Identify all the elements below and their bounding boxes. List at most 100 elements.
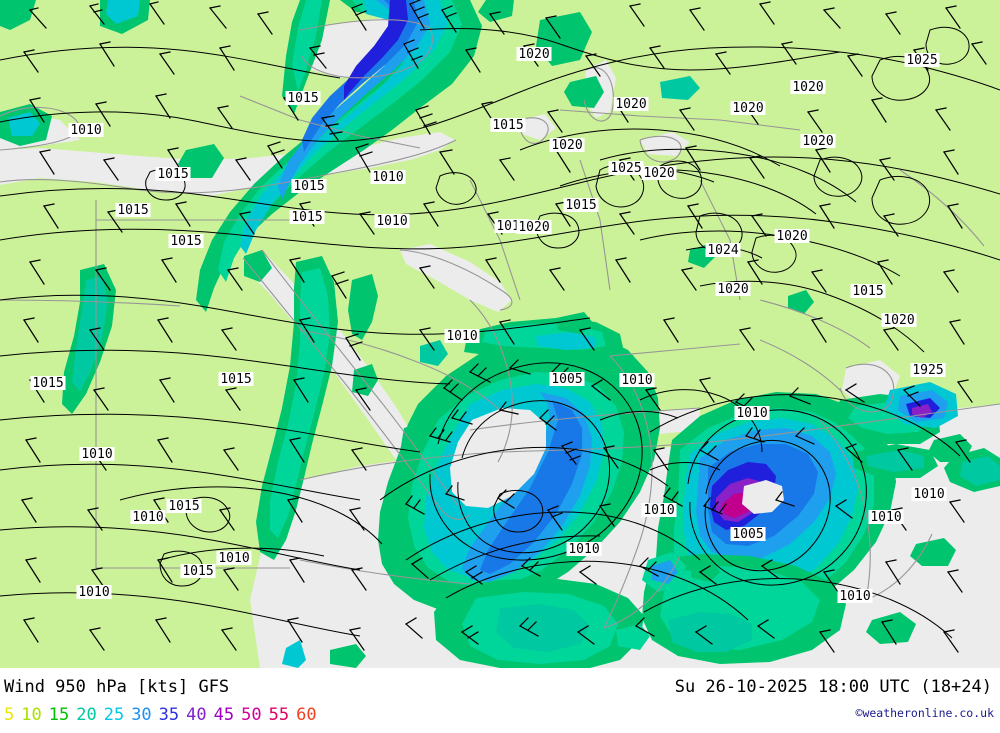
isobar-label: 1010 [868, 510, 904, 525]
svg-text:1015: 1015 [170, 234, 201, 249]
svg-text:1020: 1020 [518, 220, 549, 235]
isobar-label: 1020 [790, 80, 826, 95]
isobar-label: 1015 [155, 167, 191, 182]
isobar-label: 1010 [79, 447, 115, 462]
isobar-label: 1020 [715, 282, 751, 297]
isobar-label: 1010 [68, 123, 104, 138]
legend-stop-10: 10 [21, 705, 42, 725]
svg-text:1010: 1010 [736, 406, 767, 421]
isobar-label: 1010 [837, 589, 873, 604]
svg-text:1010: 1010 [643, 503, 674, 518]
isobar-label: 1010 [374, 214, 410, 229]
legend-stop-5: 5 [4, 705, 15, 725]
svg-text:1020: 1020 [643, 166, 674, 181]
isobar-label: 1015 [30, 376, 66, 391]
svg-text:1010: 1010 [621, 373, 652, 388]
isobar-label: 1015 [285, 91, 321, 106]
isobar-label: 1020 [881, 313, 917, 328]
svg-text:1005: 1005 [732, 527, 763, 542]
isobar-label: 1025 [904, 53, 940, 68]
svg-text:1010: 1010 [70, 123, 101, 138]
isobar-label: 1015 [850, 284, 886, 299]
legend-stop-50: 50 [241, 705, 262, 725]
isobar-label: 1005 [730, 527, 766, 542]
isobars [0, 26, 1000, 639]
svg-text:1015: 1015 [168, 499, 199, 514]
svg-text:1015: 1015 [287, 91, 318, 106]
svg-text:1020: 1020 [776, 229, 807, 244]
isobar-label: 1010 [76, 585, 112, 600]
svg-text:1020: 1020 [717, 282, 748, 297]
svg-text:1010: 1010 [81, 447, 112, 462]
isobar-label: 1005 [549, 372, 585, 387]
svg-text:1020: 1020 [518, 47, 549, 62]
isobar-label: 1010 [619, 373, 655, 388]
svg-text:1015: 1015 [565, 198, 596, 213]
svg-text:1005: 1005 [551, 372, 582, 387]
isobar-label: 1010 [444, 329, 480, 344]
svg-text:1015: 1015 [220, 372, 251, 387]
coastlines [0, 19, 1000, 629]
svg-text:1010: 1010 [446, 329, 477, 344]
svg-text:1015: 1015 [32, 376, 63, 391]
isobar-label: 1015 [180, 564, 216, 579]
isobar-label: 1010 [370, 170, 406, 185]
isobar-label: 1010 [734, 406, 770, 421]
svg-text:1024: 1024 [707, 243, 738, 258]
svg-text:1015: 1015 [157, 167, 188, 182]
isobar-label: 1024 [705, 243, 741, 258]
isobar-label: 1025 [608, 161, 644, 176]
svg-text:1925: 1925 [912, 363, 943, 378]
isobar-label: 1020 [730, 101, 766, 116]
wind-speed-scale: 5 10 15 20 25 30 35 40 45 50 55 60 [4, 705, 324, 725]
wind-950hpa-gfs-map[interactable]: 1020 1025 1015 1020 1020 1020 1015 1010 1020 1020… [0, 0, 1000, 668]
isobar-label: 1015 [563, 198, 599, 213]
svg-text:1010: 1010 [218, 551, 249, 566]
svg-text:1025: 1025 [906, 53, 937, 68]
svg-text:1025: 1025 [610, 161, 641, 176]
isobar-label: 1015 [218, 372, 254, 387]
legend-stop-25: 25 [103, 705, 125, 725]
legend-stop-60: 60 [296, 705, 317, 725]
legend-stop-40: 40 [186, 705, 207, 725]
isobar-label: 1015 [291, 179, 327, 194]
isobar-label: 1010 [911, 487, 947, 502]
svg-text:1010: 1010 [78, 585, 109, 600]
svg-text:1020: 1020 [883, 313, 914, 328]
svg-text:1015: 1015 [492, 118, 523, 133]
isobar-label: 1010 [641, 503, 677, 518]
svg-text:1015: 1015 [117, 203, 148, 218]
isobar-label: 1010 [566, 542, 602, 557]
legend-stop-35: 35 [158, 705, 180, 725]
isobar-label: 1015 [490, 118, 526, 133]
isobar-label: 1015 [168, 234, 204, 249]
legend-stop-30: 30 [131, 705, 152, 725]
svg-text:1015: 1015 [291, 210, 322, 225]
isobar-label: 1020 [516, 47, 552, 62]
svg-text:1015: 1015 [182, 564, 213, 579]
isobar-label: 1020 [613, 97, 649, 112]
isobar-label: 1020 [774, 229, 810, 244]
wind-barbs [21, 0, 987, 653]
svg-text:1020: 1020 [802, 134, 833, 149]
svg-text:1010: 1010 [839, 589, 870, 604]
svg-text:1010: 1010 [568, 542, 599, 557]
isobar-label: 1015 [115, 203, 151, 218]
forecast-datetime: Su 26-10-2025 18:00 UTC (18+24) [674, 677, 992, 697]
svg-text:1010: 1010 [870, 510, 901, 525]
isobar-label: 1020 [549, 138, 585, 153]
isobar-label: 1925 [910, 363, 946, 378]
svg-text:1010: 1010 [913, 487, 944, 502]
svg-text:1010: 1010 [132, 510, 163, 525]
svg-text:1010: 1010 [372, 170, 403, 185]
svg-text:1020: 1020 [792, 80, 823, 95]
map-title: Wind 950 hPa [kts] GFS [4, 677, 230, 697]
isobar-label: 1010 [130, 510, 166, 525]
isobar-label: 1015 [166, 499, 202, 514]
svg-text:1020: 1020 [732, 101, 763, 116]
isobar-label: 1020 [641, 166, 677, 181]
svg-text:1020: 1020 [551, 138, 582, 153]
svg-text:1010: 1010 [376, 214, 407, 229]
